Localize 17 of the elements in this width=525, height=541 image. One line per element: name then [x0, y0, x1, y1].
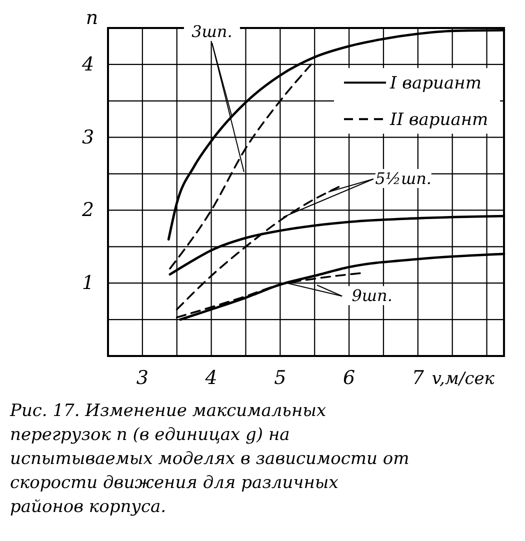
x-tick-label: 7 [412, 367, 425, 389]
x-tick-label: 5 [274, 367, 286, 389]
legend-label: I вариант [389, 74, 482, 94]
x-tick-label: 6 [342, 367, 356, 389]
x-axis-title: v,м/сек [432, 369, 496, 389]
y-axis-title: n [86, 7, 98, 29]
y-tick-label: 2 [80, 199, 94, 222]
annotation: 9шп. [352, 286, 392, 306]
y-tick-label: 1 [82, 272, 94, 294]
y-tick-label: 4 [80, 53, 94, 76]
x-tick-label: 3 [136, 367, 148, 389]
legend-label: II вариант [389, 110, 488, 130]
x-tick-label: 4 [204, 367, 218, 389]
annotation: 5½шп. [375, 169, 432, 188]
annotation: 3шп. [192, 22, 232, 41]
y-tick-label: 3 [82, 126, 94, 148]
text: Рис. 17. Изменение максимальных перегрузок n (в единицах g) на испытываемых моделях в зависимости от скорости движения для различных районов корпуса. [9, 401, 410, 517]
